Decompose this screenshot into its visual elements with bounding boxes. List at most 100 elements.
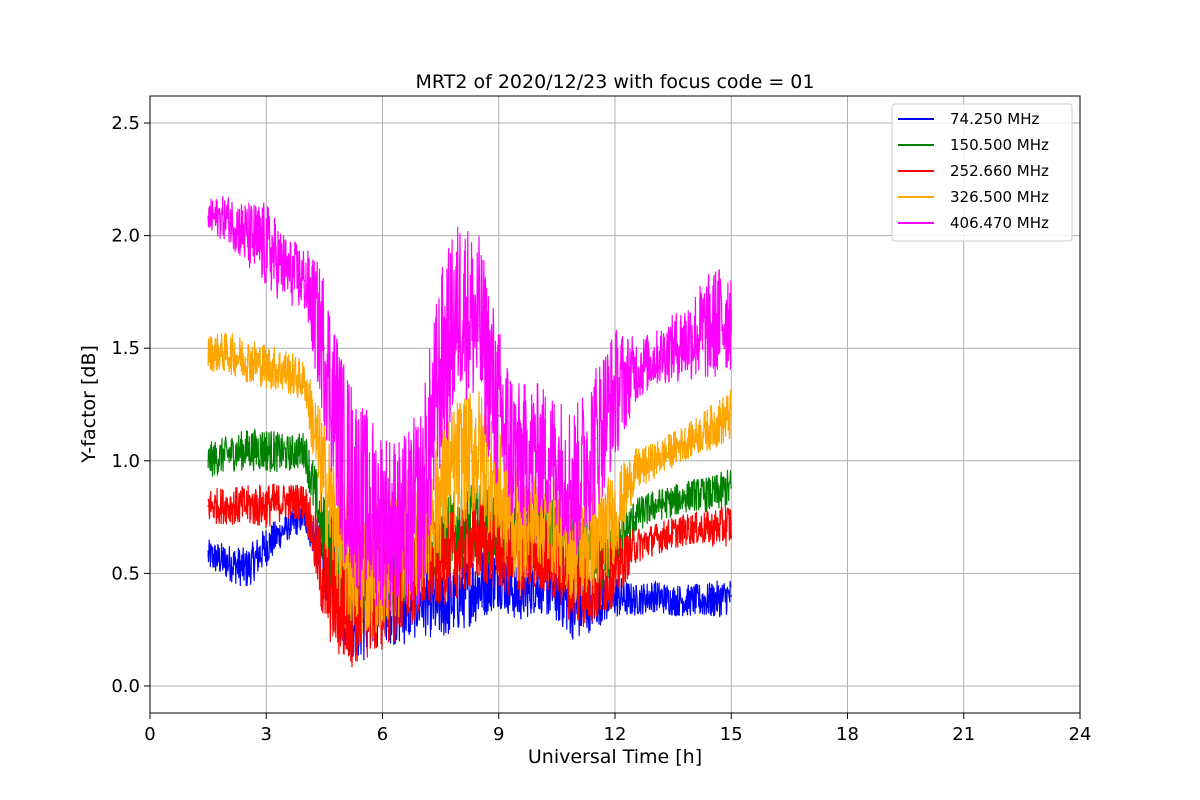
data-point: [304, 279, 306, 282]
data-point: [226, 505, 229, 507]
data-point: [246, 234, 248, 237]
x-tick-label: 24: [1069, 724, 1092, 745]
data-point: [614, 392, 616, 395]
data-point: [284, 453, 287, 455]
data-point: [575, 482, 578, 485]
y-tick-label: 2.5: [111, 113, 140, 134]
legend-label: 74.250 MHz: [950, 110, 1039, 128]
data-point: [439, 606, 442, 608]
y-tick-label: 0.5: [111, 563, 140, 584]
data-point: [207, 216, 209, 219]
data-point: [730, 414, 733, 417]
data-point: [691, 493, 694, 496]
x-tick-label: 9: [493, 724, 504, 745]
data-point: [459, 550, 461, 552]
series-line: [207, 483, 732, 668]
legend-label: 406.470 MHz: [950, 214, 1049, 232]
data-point: [439, 493, 442, 496]
data-point: [691, 527, 694, 530]
data-point: [304, 500, 306, 503]
data-point: [691, 336, 694, 338]
data-point: [497, 550, 500, 552]
data-point: [304, 448, 306, 451]
data-point: [730, 595, 733, 597]
data-point: [207, 351, 209, 354]
data-point: [711, 527, 713, 530]
data-point: [284, 500, 287, 503]
series-layer: [207, 195, 733, 668]
legend-box: [891, 103, 1073, 242]
data-point: [246, 448, 248, 451]
y-tick-label: 1.0: [111, 451, 140, 472]
x-tick-label: 12: [604, 724, 627, 745]
data-point: [691, 437, 694, 440]
data-point: [323, 538, 326, 541]
data-point: [652, 505, 655, 507]
x-tick-label: 15: [720, 724, 743, 745]
legend-label: 252.660 MHz: [950, 162, 1049, 180]
y-axis-ticks: 0.0 0.5 1.0 1.5 2.0 2.5: [111, 113, 150, 697]
series-2: [207, 483, 733, 668]
data-point: [614, 595, 616, 597]
data-point: [672, 448, 674, 451]
data-point: [207, 554, 209, 557]
data-point: [323, 482, 326, 485]
data-point: [594, 583, 597, 586]
data-point: [556, 459, 558, 462]
data-point: [633, 516, 636, 518]
data-point: [342, 606, 345, 608]
data-point: [246, 505, 248, 507]
data-point: [614, 572, 616, 575]
data-point: [304, 381, 306, 383]
data-point: [342, 459, 345, 462]
x-tick-label: 21: [952, 724, 975, 745]
data-point: [265, 448, 268, 451]
data-point: [711, 493, 713, 496]
series-line: [207, 195, 732, 613]
data-point: [401, 527, 403, 530]
data-point: [672, 532, 674, 534]
data-point: [265, 365, 268, 368]
x-tick-label: 6: [377, 724, 388, 745]
data-point: [226, 561, 229, 563]
data-point: [711, 324, 713, 327]
data-point: [556, 590, 558, 593]
data-point: [323, 347, 326, 350]
data-point: [730, 487, 733, 489]
data-point: [536, 516, 539, 518]
data-point: [362, 572, 364, 575]
data-point: [420, 505, 423, 507]
data-point: [614, 516, 616, 518]
x-axis-label: Universal Time [h]: [528, 746, 702, 768]
x-tick-label: 0: [144, 724, 155, 745]
data-point: [381, 516, 384, 518]
data-point: [459, 595, 461, 597]
data-point: [265, 246, 268, 248]
data-point: [517, 595, 519, 597]
data-point: [478, 538, 481, 541]
data-point: [362, 505, 364, 507]
y-tick-label: 1.5: [111, 338, 140, 359]
data-point: [284, 527, 287, 530]
data-point: [652, 538, 655, 541]
data-point: [633, 369, 636, 372]
y-tick-label: 0.0: [111, 676, 140, 697]
y-axis-label: Y-factor [dB]: [78, 345, 100, 464]
data-point: [517, 459, 519, 462]
data-point: [691, 599, 694, 602]
data-point: [672, 347, 674, 350]
data-point: [711, 426, 713, 428]
data-point: [672, 500, 674, 503]
data-point: [497, 414, 500, 417]
series-line: [207, 507, 732, 661]
y-tick-label: 2.0: [111, 226, 140, 247]
data-point: [536, 583, 539, 586]
series-line: [207, 332, 732, 636]
data-point: [265, 505, 268, 507]
data-point: [439, 369, 442, 372]
data-point: [226, 453, 229, 455]
data-point: [594, 437, 597, 440]
data-point: [246, 358, 248, 361]
legend-label: 150.500 MHz: [950, 136, 1049, 154]
data-point: [478, 583, 481, 586]
